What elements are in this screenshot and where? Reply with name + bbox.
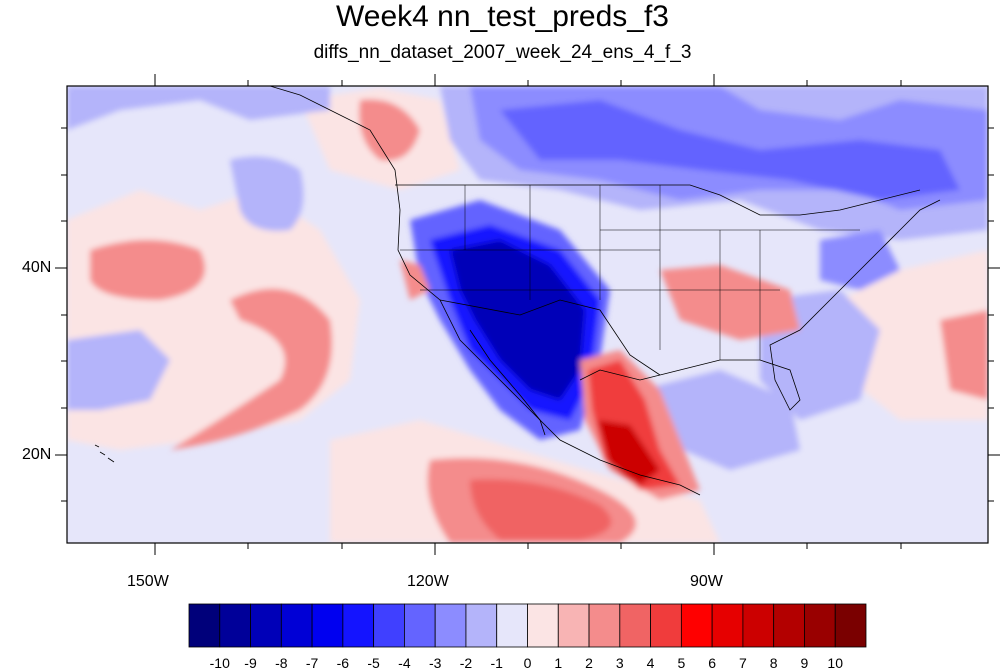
lat-label-40n: 40N xyxy=(22,259,52,276)
colorbar-box xyxy=(742,603,775,648)
colorbar-box xyxy=(619,603,651,648)
colorbar-box xyxy=(496,603,528,648)
colorbar-tick-label: -3 xyxy=(428,655,442,671)
axis-ticks xyxy=(55,74,1000,555)
lon-label-90w: 90W xyxy=(690,573,723,590)
red-south-core xyxy=(470,479,612,540)
colorbar-tick-label: 6 xyxy=(708,655,717,671)
red-mexico-core xyxy=(598,420,660,485)
colorbar-box xyxy=(711,603,744,648)
red-pacific-nw xyxy=(90,240,205,300)
colorbar-box xyxy=(311,603,344,648)
colorbar-tick-label: 1 xyxy=(554,655,563,671)
blue-sw-core xyxy=(450,240,585,400)
colorbar-box xyxy=(404,603,436,648)
red-bc xyxy=(359,99,420,161)
red-midwest xyxy=(660,265,800,340)
blue-region-pacific-low xyxy=(67,330,170,410)
colorbar-tick-label: 8 xyxy=(769,655,778,671)
us-mexico-border xyxy=(439,299,661,376)
colorbar-box xyxy=(557,603,590,648)
colorbar-box xyxy=(373,603,405,648)
lon-label-120w: 120W xyxy=(407,573,449,590)
colorbar-tick-label: 5 xyxy=(677,655,686,671)
blue-region-gulf-alaska xyxy=(67,86,330,130)
colorbar-box xyxy=(434,603,467,648)
colorbar-tick-label: -7 xyxy=(305,655,319,671)
colorbar-box xyxy=(834,603,867,648)
colorbar-tick-label: -4 xyxy=(398,655,411,671)
colorbar-box xyxy=(342,603,375,648)
colorbar-box xyxy=(773,603,805,648)
gulf-coast-line xyxy=(579,199,941,411)
colorbar-box xyxy=(527,603,559,648)
blue-region-pacific-mid xyxy=(230,156,304,231)
colorbar-box xyxy=(219,603,251,648)
lat-label-20n: 20N xyxy=(22,446,52,463)
colorbar-tick-label: -5 xyxy=(367,655,380,671)
colorbar-tick-label: -10 xyxy=(209,655,230,671)
blue-mid-ne xyxy=(820,230,900,290)
colorbar-tick-label: -2 xyxy=(459,655,473,671)
colorbar-tick-label: 0 xyxy=(523,655,532,671)
colorbar-tick-label: -8 xyxy=(275,655,288,671)
colorbar-tick-label: -1 xyxy=(490,655,503,671)
colorbar-box xyxy=(280,603,313,648)
plot-subtitle: diffs_nn_dataset_2007_week_24_ens_4_f_3 xyxy=(313,42,692,63)
colorbar xyxy=(188,603,867,648)
colorbar-tick-label: 2 xyxy=(585,655,593,671)
colorbar-box xyxy=(650,603,682,648)
colorbar-tick-label: 4 xyxy=(646,655,655,671)
coastlines xyxy=(94,86,941,496)
colorbar-box xyxy=(804,603,836,648)
colorbar-tick-label: -9 xyxy=(244,655,257,671)
colorbar-box xyxy=(588,603,621,648)
colorbar-box xyxy=(680,603,713,648)
colorbar-tick-label: 3 xyxy=(615,655,624,671)
colorbar-box xyxy=(250,603,282,648)
red-pacific-arc xyxy=(170,288,332,450)
hawaii-islands xyxy=(94,444,115,463)
state-lines xyxy=(400,185,860,360)
colorbar-box xyxy=(465,603,498,648)
colorbar-tick-label: -6 xyxy=(336,655,350,671)
colorbar-tick-label: 10 xyxy=(827,655,843,671)
baja-line xyxy=(469,329,546,436)
lon-label-150w: 150W xyxy=(127,573,169,590)
red-east-coast xyxy=(940,310,988,400)
blue-deep-canada xyxy=(500,100,960,200)
colorbar-tick-label: 7 xyxy=(739,655,747,671)
colorbar-tick-label: 9 xyxy=(800,655,809,671)
plot-title: Week4 nn_test_preds_f3 xyxy=(335,0,669,33)
contour-field xyxy=(67,86,988,543)
us-canada-border xyxy=(395,184,921,216)
colorbar-box xyxy=(188,603,221,648)
